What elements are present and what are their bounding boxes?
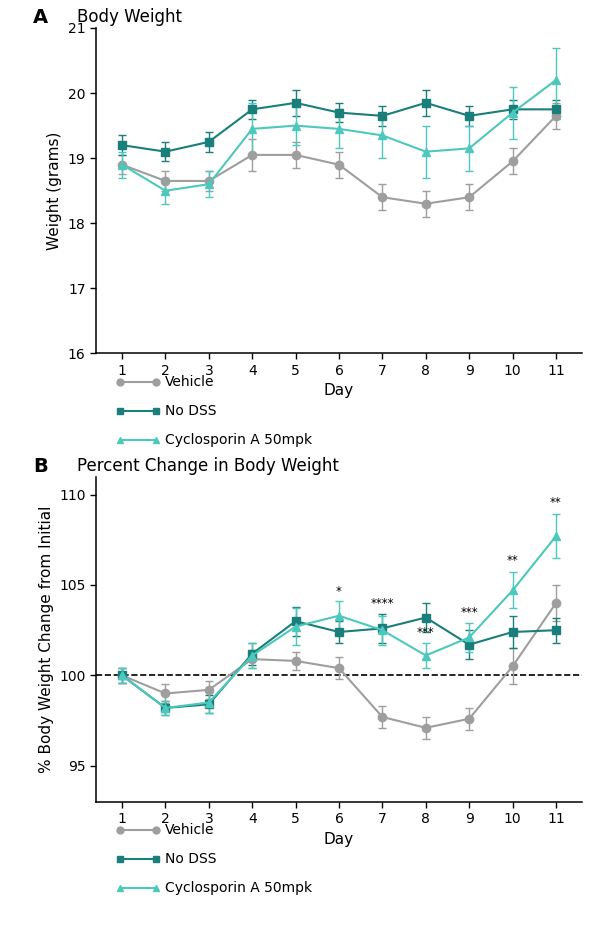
Text: B: B — [33, 457, 47, 476]
Text: ***: *** — [417, 626, 434, 639]
X-axis label: Day: Day — [324, 383, 354, 398]
Text: Cyclosporin A 50mpk: Cyclosporin A 50mpk — [165, 881, 312, 895]
Text: **: ** — [550, 496, 562, 509]
Text: **: ** — [506, 554, 518, 567]
Text: ****: **** — [371, 597, 394, 610]
Text: No DSS: No DSS — [165, 404, 217, 418]
X-axis label: Day: Day — [324, 832, 354, 847]
Text: Cyclosporin A 50mpk: Cyclosporin A 50mpk — [165, 433, 312, 447]
Text: No DSS: No DSS — [165, 852, 217, 866]
Y-axis label: Weight (grams): Weight (grams) — [47, 132, 62, 250]
Text: Vehicle: Vehicle — [165, 374, 215, 388]
Text: Body Weight: Body Weight — [77, 8, 182, 26]
Text: ***: *** — [460, 606, 478, 620]
Text: Vehicle: Vehicle — [165, 823, 215, 837]
Text: Percent Change in Body Weight: Percent Change in Body Weight — [77, 457, 338, 475]
Text: *: * — [336, 585, 342, 598]
Y-axis label: % Body Weight Change from Initial: % Body Weight Change from Initial — [38, 506, 53, 773]
Text: A: A — [33, 8, 48, 27]
